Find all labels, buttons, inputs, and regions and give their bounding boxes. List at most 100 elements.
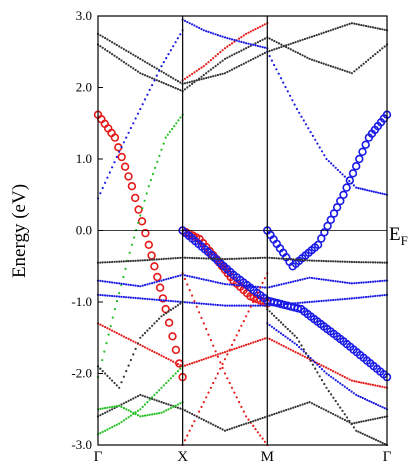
band-point xyxy=(332,279,335,282)
band-point xyxy=(111,408,114,411)
band-point xyxy=(118,260,121,263)
band-point xyxy=(174,78,177,81)
band-point xyxy=(282,409,285,412)
band-point xyxy=(115,155,118,159)
band-point xyxy=(122,260,125,263)
band-point xyxy=(191,80,194,83)
band-point xyxy=(306,401,309,404)
band-point xyxy=(158,294,168,303)
band-point xyxy=(139,343,142,346)
band-point xyxy=(320,299,323,303)
band-point xyxy=(214,281,217,284)
band-point xyxy=(139,214,142,217)
band-point xyxy=(263,304,266,307)
band-point xyxy=(132,397,135,400)
band-point xyxy=(311,363,314,366)
band-point xyxy=(285,45,288,49)
band-point xyxy=(169,308,172,311)
band-point xyxy=(186,434,189,437)
band-point xyxy=(155,391,158,394)
band-point xyxy=(296,258,299,261)
band-point xyxy=(101,35,104,38)
band-point xyxy=(320,61,323,64)
band-point xyxy=(355,421,358,424)
band-point xyxy=(350,182,353,185)
band-point xyxy=(113,405,116,408)
band-point xyxy=(195,415,198,418)
band-point xyxy=(191,294,194,297)
band-point xyxy=(167,53,170,56)
band-point xyxy=(117,152,126,162)
band-point xyxy=(350,72,353,75)
band-point xyxy=(242,320,245,323)
band-point xyxy=(136,70,140,73)
band-point xyxy=(158,353,161,356)
band-point xyxy=(376,417,379,420)
band-point xyxy=(332,203,342,212)
band-point xyxy=(350,423,353,426)
band-point xyxy=(348,419,351,422)
band-point xyxy=(169,49,172,52)
band-point xyxy=(191,301,194,304)
band-point xyxy=(332,298,335,302)
band-point xyxy=(309,359,312,362)
band-point xyxy=(348,378,351,381)
band-point xyxy=(158,412,161,415)
band-point xyxy=(167,358,170,361)
band-point xyxy=(273,257,276,260)
band-point xyxy=(153,258,156,261)
band-point xyxy=(252,341,255,344)
band-point xyxy=(118,45,121,48)
band-point xyxy=(115,405,118,408)
band-point xyxy=(325,278,328,281)
band-point xyxy=(346,23,349,26)
band-point xyxy=(294,279,297,283)
band-point xyxy=(293,342,296,345)
band-point xyxy=(122,375,125,378)
band-point xyxy=(245,422,248,425)
band-point xyxy=(327,367,330,370)
band-point xyxy=(268,37,271,40)
band-point xyxy=(252,57,255,61)
band-point xyxy=(334,66,337,69)
band-point xyxy=(158,258,161,261)
band-point xyxy=(254,419,257,422)
band-point xyxy=(308,276,311,279)
band-point xyxy=(148,398,151,401)
band-point xyxy=(151,298,154,301)
band-point xyxy=(193,361,196,364)
band-point xyxy=(160,81,163,84)
band-point xyxy=(214,257,217,260)
band-point xyxy=(209,257,212,260)
band-point xyxy=(282,282,285,285)
band-point xyxy=(252,285,255,288)
band-point xyxy=(310,259,314,262)
band-point xyxy=(343,418,346,422)
band-point xyxy=(369,383,372,386)
band-point xyxy=(259,39,262,43)
band-point xyxy=(294,50,297,53)
band-point xyxy=(277,342,281,345)
band-point xyxy=(355,429,358,432)
band-point xyxy=(301,54,304,57)
band-point xyxy=(226,70,229,74)
band-point xyxy=(301,403,304,406)
band-point xyxy=(160,148,163,151)
band-point xyxy=(165,299,168,302)
band-point xyxy=(378,385,382,388)
band-point xyxy=(277,319,280,322)
band-point xyxy=(343,24,346,27)
band-point xyxy=(188,22,191,25)
band-point xyxy=(207,30,210,33)
band-point xyxy=(162,384,165,387)
band-point xyxy=(357,381,361,384)
band-point xyxy=(99,192,102,195)
band-point xyxy=(200,358,203,362)
band-point xyxy=(115,423,118,426)
band-point xyxy=(313,259,316,262)
band-point xyxy=(249,43,252,46)
band-point xyxy=(320,364,323,367)
band-point xyxy=(359,395,362,399)
band-point xyxy=(212,32,215,35)
band-point xyxy=(235,304,238,307)
